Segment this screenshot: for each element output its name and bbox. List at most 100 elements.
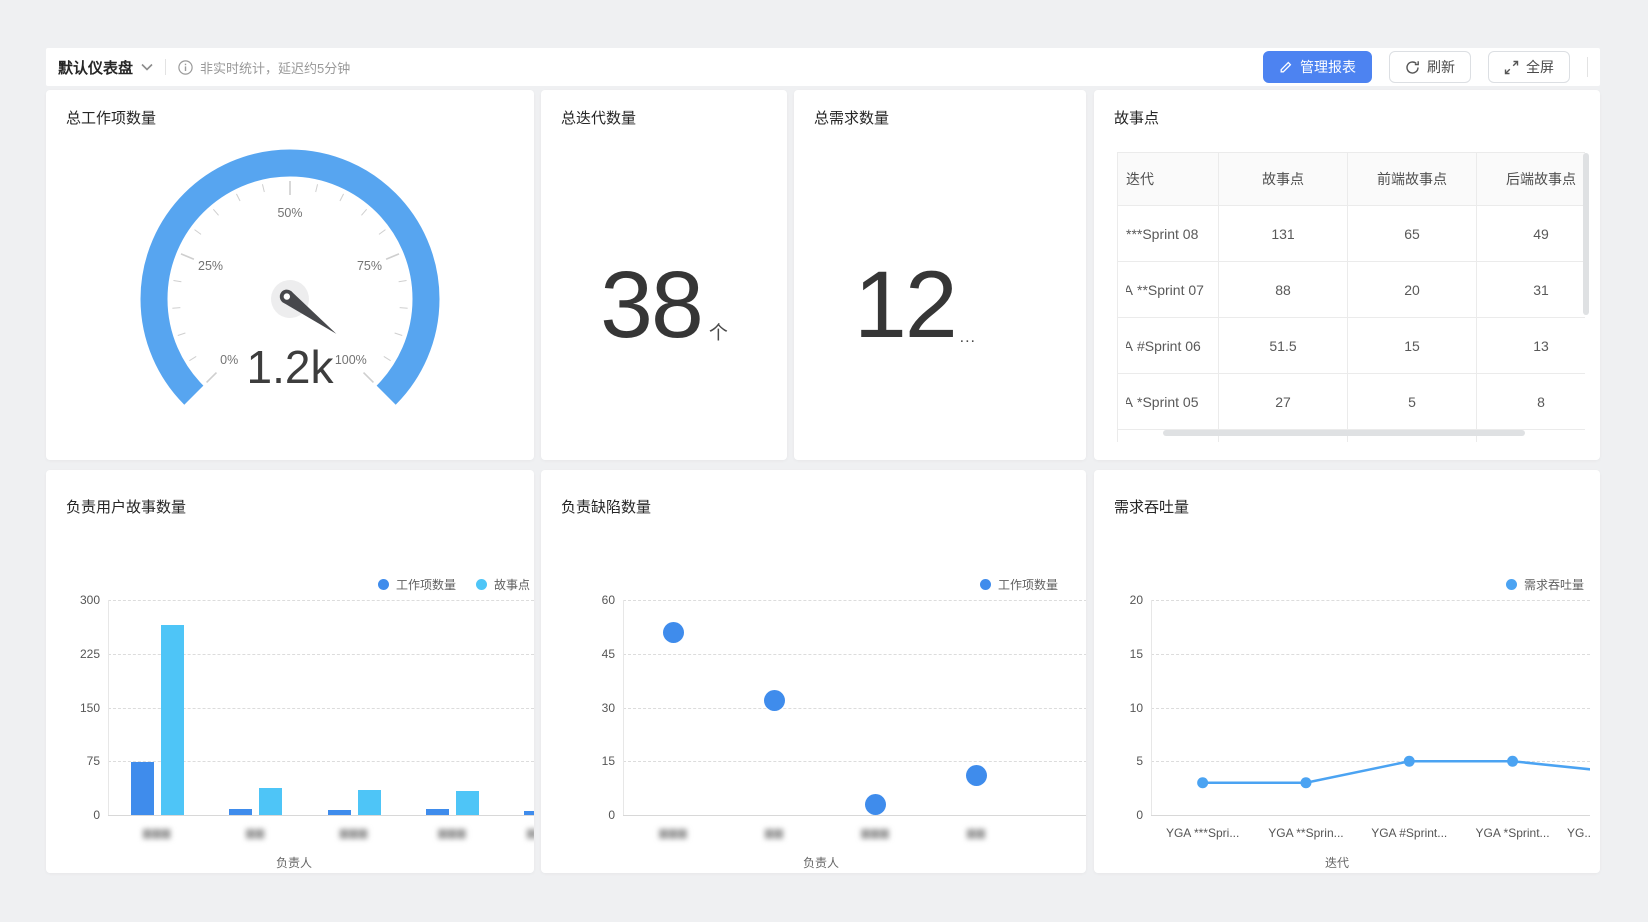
table-cell: 88 <box>1218 261 1348 318</box>
x-category-label: YGA **Sprin... <box>1268 826 1344 840</box>
fullscreen-button[interactable]: 全屏 <box>1488 51 1570 83</box>
y-tick-label: 225 <box>79 646 100 661</box>
x-category-label: ▆▆▆ <box>142 827 172 839</box>
legend[interactable]: 工作项数量 <box>979 576 1058 593</box>
throughput-chart-area: 0 5 10 15 20 YGA ***Spri... YGA **Sprin... YGA … <box>1094 470 1590 873</box>
x-category-label: ▆▆ <box>967 827 986 839</box>
x-axis-title: 负责人 <box>275 856 312 870</box>
x-category-label: YGA *Sprint... <box>1475 826 1550 840</box>
y-tick-label: 15 <box>601 754 615 769</box>
gauge-needle <box>271 280 337 334</box>
gridline <box>1151 761 1590 763</box>
table-cell: 8 <box>1476 373 1585 430</box>
table-row: A #Sprint 06 51.5 15 13 <box>1117 317 1585 374</box>
legend-item[interactable]: 工作项数量 <box>377 576 456 593</box>
dashboard-selector[interactable]: 默认仪表盘 <box>58 57 153 78</box>
y-tick-label: 0 <box>608 808 615 822</box>
card-title: 负责缺陷数量 <box>561 499 652 516</box>
scatter-point <box>966 765 987 787</box>
table-row: A **Sprint 07 88 20 31 <box>1117 261 1585 318</box>
vertical-scrollbar[interactable] <box>1583 153 1589 315</box>
x-axis-line <box>108 815 534 816</box>
divider <box>165 59 167 75</box>
gauge-axis-label: 100% <box>335 353 367 367</box>
manage-reports-button[interactable]: 管理报表 <box>1263 51 1372 83</box>
legend-label: 需求吞吐量 <box>1523 578 1584 592</box>
x-category-label: ▆▆▆ <box>527 827 534 839</box>
x-category-label: ▆▆ <box>246 827 266 839</box>
gridline <box>623 600 1086 601</box>
gridline <box>108 653 534 655</box>
clipped-prefix: A <box>1126 337 1133 354</box>
table-header-row: 迭代 故事点 前端故事点 后端故事点 <box>1117 152 1585 206</box>
fullscreen-icon <box>1504 60 1519 75</box>
y-tick-label: 150 <box>79 700 100 715</box>
legend-dot-icon <box>1505 579 1517 590</box>
x-category-label: YG... <box>1567 826 1590 840</box>
edit-icon <box>1279 60 1293 74</box>
x-axis-line <box>623 815 1086 816</box>
gridline <box>623 707 1086 709</box>
gridline <box>623 761 1086 763</box>
unit-label: 个 <box>708 323 728 344</box>
y-tick-label: 75 <box>86 754 100 769</box>
story-points-table: 迭代 故事点 前端故事点 后端故事点 ***Sprint 08 131 65 49 A **Spr… <box>1117 152 1585 442</box>
y-tick-label: 300 <box>79 593 100 607</box>
delay-notice: 非实时统计，延迟约5分钟 <box>200 60 351 76</box>
legend-item[interactable]: 工作项数量 <box>979 576 1058 593</box>
card-total-iterations: 总迭代数量 38 个 <box>541 90 787 460</box>
bar-segment <box>425 808 449 815</box>
gauge-axis-label: 50% <box>277 206 302 220</box>
table-cell: 51.5 <box>1218 317 1348 374</box>
y-tick-label: 20 <box>1129 593 1143 607</box>
card-total-requirements: 总需求数量 12 ... <box>794 90 1086 460</box>
bar-segment <box>259 787 283 815</box>
legend-dot-icon <box>475 579 487 590</box>
table-cell: 15 <box>1347 317 1477 374</box>
table-cell: 31 <box>1476 261 1585 318</box>
chevron-down-icon <box>141 63 153 71</box>
card-defects: 负责缺陷数量 0 15 30 45 60 ▆▆▆ ▆▆ ▆▆▆ ▆▆ 工作项数量 负责人 <box>541 470 1086 873</box>
gridline <box>1151 653 1590 655</box>
y-tick-label: 5 <box>1136 754 1143 769</box>
info-icon <box>178 59 193 75</box>
refresh-button[interactable]: 刷新 <box>1389 51 1471 83</box>
card-total-work-items: 总工作项数量 0% 25% 50% 75% 100% 1.2k <box>46 90 534 460</box>
legend[interactable]: 需求吞吐量 <box>1505 576 1584 593</box>
bar-segment <box>357 789 381 815</box>
x-category-label: ▆▆▆ <box>339 827 369 839</box>
clipped-prefix: A <box>1126 393 1133 410</box>
x-axis-title: 迭代 <box>1324 856 1349 870</box>
legend-item[interactable]: 需求吞吐量 <box>1505 576 1584 593</box>
y-axis-line <box>108 600 109 815</box>
gridline <box>1151 707 1590 709</box>
legend-item[interactable]: 故事点 <box>475 576 530 593</box>
card-title: 总需求数量 <box>814 110 890 127</box>
table-cell: 5 <box>1347 373 1477 430</box>
column-header: 迭代 <box>1117 152 1219 206</box>
iterations-count: 38 个 <box>600 252 728 358</box>
x-category-label: ▆▆▆ <box>438 827 467 839</box>
story-points-table-viewport: 迭代 故事点 前端故事点 后端故事点 ***Sprint 08 131 65 49 A **Spr… <box>1117 152 1585 442</box>
line-point <box>1300 777 1312 789</box>
topbar: 默认仪表盘 非实时统计，延迟约5分钟 管理报表 刷新 <box>46 48 1600 86</box>
card-story-points: 故事点 迭代 故事点 前端故事点 后端故事点 ***Sprint 08 131 65 49 A *… <box>1094 90 1600 460</box>
card-user-stories: 负责用户故事数量 075150225300▆▆▆▆▆▆▆▆▆▆▆▆▆▆工作项数量… <box>46 470 534 873</box>
scatter-point <box>764 689 785 711</box>
gauge-axis-label: 0% <box>220 353 238 367</box>
horizontal-scrollbar[interactable] <box>1163 430 1525 436</box>
y-axis-line <box>1151 600 1152 815</box>
legend[interactable]: 工作项数量 故事点 <box>377 576 530 593</box>
y-tick-label: 10 <box>1129 700 1143 715</box>
card-title: 故事点 <box>1114 110 1160 127</box>
iteration-name: **Sprint 07 <box>1137 281 1204 298</box>
line-point <box>1197 777 1209 789</box>
bar-segment <box>130 761 154 815</box>
bar-segment <box>524 810 534 815</box>
y-tick-label: 60 <box>601 593 615 607</box>
iteration-name: #Sprint 06 <box>1137 337 1201 354</box>
gauge-value: 1.2k <box>246 341 334 393</box>
refresh-icon <box>1405 60 1420 75</box>
card-title: 总迭代数量 <box>561 110 637 127</box>
card-title: 总工作项数量 <box>66 110 157 127</box>
